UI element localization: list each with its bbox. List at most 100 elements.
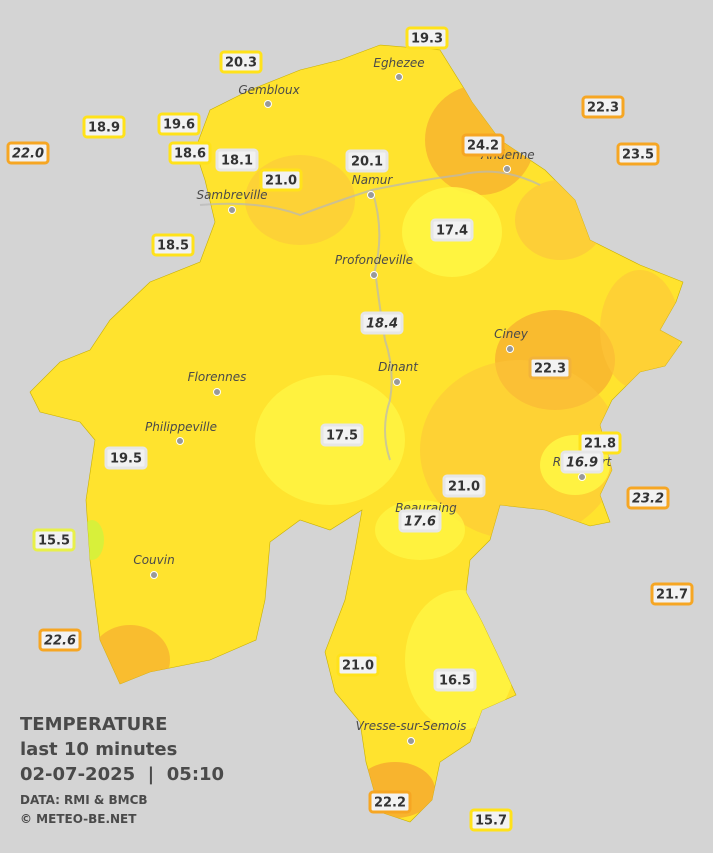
station: 18.1	[215, 148, 259, 172]
station: 17.6	[398, 509, 442, 533]
station: 24.2	[461, 133, 505, 157]
station-box	[320, 423, 364, 447]
city-dot	[393, 378, 401, 386]
city-label: Gembloux	[238, 83, 300, 97]
station: 16.9	[560, 450, 604, 474]
city-dot	[176, 437, 184, 445]
city-dot	[367, 191, 375, 199]
station-box	[560, 450, 604, 474]
station-box	[215, 148, 259, 172]
city-label: Vresse-sur-Semois	[356, 719, 467, 733]
city-dot	[503, 165, 511, 173]
station: 17.5	[320, 423, 364, 447]
station: 17.4	[430, 218, 474, 242]
station: 16.5	[433, 668, 477, 692]
station-box	[469, 808, 513, 832]
station-temperature: 21.8	[584, 437, 616, 452]
station-box	[6, 141, 50, 165]
city-dot	[150, 571, 158, 579]
station-box	[360, 311, 404, 335]
station-box	[38, 628, 82, 652]
station-box	[398, 509, 442, 533]
station: 18.4	[360, 311, 404, 335]
city-label: Eghezee	[373, 56, 424, 70]
city-label: Philippeville	[145, 420, 217, 434]
station-box	[259, 168, 303, 192]
station-temperature: 24.2	[467, 139, 499, 154]
city-layer: EghezeeGemblouxAndenneNamurSambrevillePr…	[133, 56, 613, 745]
legend-block: TEMPERATURE last 10 minutes 02-07-2025 |…	[20, 714, 224, 826]
station-temperature: 15.5	[38, 534, 70, 549]
station-temperature: 17.5	[326, 429, 358, 444]
station-box	[336, 653, 380, 677]
city-dot	[407, 737, 415, 745]
city-dot	[395, 73, 403, 81]
station-box	[219, 50, 263, 74]
station-temperature: 21.0	[265, 174, 297, 189]
city-dot	[264, 100, 272, 108]
station-layer: 19.3 20.3 22.3 18.9 19.6 24.2 22.0 18.6 18.1 20.1…	[6, 26, 694, 832]
station-temperature: 16.9	[566, 456, 598, 471]
station-box	[626, 486, 670, 510]
station-box	[442, 474, 486, 498]
city-label: Dinant	[378, 360, 419, 374]
station-temperature: 16.5	[439, 674, 471, 689]
station-temperature: 19.6	[163, 118, 195, 133]
station-temperature: 18.1	[221, 154, 253, 169]
city-label: Florennes	[188, 370, 247, 384]
city-label: Namur	[352, 173, 394, 187]
station: 22.0	[6, 141, 50, 165]
station-box	[104, 446, 148, 470]
station: 20.1	[345, 149, 389, 173]
station: 18.5	[151, 233, 195, 257]
station-temperature: 21.0	[342, 659, 374, 674]
station-box	[368, 790, 412, 814]
station-box	[650, 582, 694, 606]
station: 21.8	[578, 431, 622, 455]
station: 20.3	[219, 50, 263, 74]
station-temperature: 15.7	[475, 814, 507, 829]
station-box	[616, 142, 660, 166]
station-temperature: 17.6	[404, 515, 436, 530]
station-temperature: 21.7	[656, 588, 688, 603]
station-box	[32, 528, 76, 552]
city-label: Ciney	[494, 327, 529, 341]
city-dot	[370, 271, 378, 279]
data-source: DATA: RMI & BMCB	[20, 793, 148, 807]
station-temperature: 22.3	[534, 362, 566, 377]
station-box	[461, 133, 505, 157]
station: 22.2	[368, 790, 412, 814]
station-temperature: 18.4	[366, 317, 398, 332]
station: 21.7	[650, 582, 694, 606]
station: 15.7	[469, 808, 513, 832]
station-temperature: 22.6	[44, 634, 76, 649]
station: 23.2	[626, 486, 670, 510]
map-title: TEMPERATURE	[20, 714, 167, 735]
credit: © METEO-BE.NET	[20, 812, 137, 826]
station: 15.5	[32, 528, 76, 552]
station: 22.3	[528, 356, 572, 380]
station-temperature: 23.2	[632, 492, 664, 507]
station-temperature: 22.3	[587, 101, 619, 116]
station-box	[82, 115, 126, 139]
station-temperature: 18.5	[157, 239, 189, 254]
station-temperature: 22.0	[12, 147, 44, 162]
station-temperature: 18.6	[174, 147, 206, 162]
station-box	[151, 233, 195, 257]
station: 21.0	[336, 653, 380, 677]
station-temperature: 19.3	[411, 32, 443, 47]
station: 18.9	[82, 115, 126, 139]
station: 22.3	[581, 95, 625, 119]
station-box	[433, 668, 477, 692]
station-temperature: 20.1	[351, 155, 383, 170]
city-dot	[506, 345, 514, 353]
city-dot	[228, 206, 236, 214]
station-box	[345, 149, 389, 173]
city-label: Sambreville	[196, 188, 267, 202]
station: 19.6	[157, 112, 201, 136]
map-subtitle: last 10 minutes	[20, 739, 177, 760]
station-temperature: 21.0	[448, 480, 480, 495]
station-box	[528, 356, 572, 380]
station: 21.0	[442, 474, 486, 498]
